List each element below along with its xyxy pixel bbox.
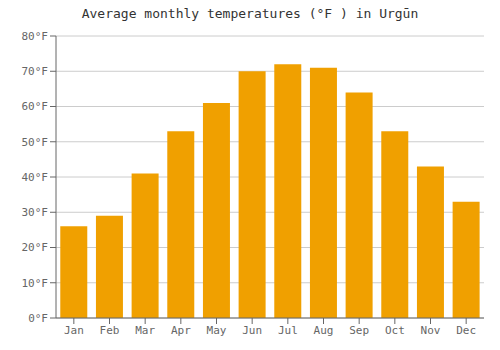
svg-text:40°F: 40°F <box>22 171 49 184</box>
svg-text:30°F: 30°F <box>22 206 49 219</box>
svg-text:Aug: Aug <box>314 324 334 337</box>
html-text:Average monthly temperatures (: Average monthly temperatures (°F ) in Ur… <box>81 6 419 21</box>
svg-text:May: May <box>207 324 227 337</box>
svg-text:Jun: Jun <box>242 324 262 337</box>
svg-text:60°F: 60°F <box>22 100 49 113</box>
svg-text:Oct: Oct <box>385 324 405 337</box>
svg-text:0°F: 0°F <box>28 312 48 325</box>
svg-text:20°F: 20°F <box>22 241 49 254</box>
svg-text:Mar: Mar <box>135 324 155 337</box>
svg-text:Sep: Sep <box>349 324 369 337</box>
svg-text:Nov: Nov <box>421 324 441 337</box>
svg-text:Jul: Jul <box>278 324 298 337</box>
svg-text:Dec: Dec <box>456 324 476 337</box>
svg-text:10°F: 10°F <box>22 277 49 290</box>
svg-text:80°F: 80°F <box>22 30 49 43</box>
svg-text:Feb: Feb <box>100 324 120 337</box>
svg-text:Jan: Jan <box>64 324 84 337</box>
svg-text:50°F: 50°F <box>22 136 49 149</box>
svg-text:Apr: Apr <box>171 324 191 337</box>
svg-text:70°F: 70°F <box>22 65 49 78</box>
